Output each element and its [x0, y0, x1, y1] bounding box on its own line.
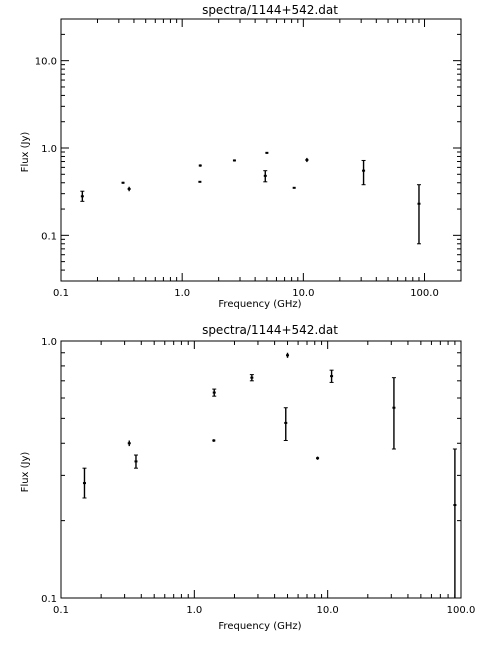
- bottom-y-axis-label: Flux (Jy): [20, 452, 31, 493]
- top-data-point: [417, 202, 421, 205]
- top-x-tick-label: 100.0: [410, 288, 439, 299]
- top-y-tick-label: 1.0: [41, 144, 57, 155]
- bottom-data-point: [82, 482, 86, 485]
- bottom-data-point: [453, 504, 457, 507]
- bottom-x-tick-label: 0.1: [53, 605, 69, 616]
- top-data-point: [292, 186, 296, 189]
- bottom-data-point: [286, 354, 290, 357]
- top-data-point: [198, 180, 202, 183]
- top-y-tick-label: 10.0: [35, 57, 57, 68]
- top-data-point: [265, 151, 269, 154]
- top-panel: spectra/1144+542.dat Frequency (GHz) Flu…: [20, 3, 462, 310]
- top-y-tick-label: 0.1: [41, 231, 57, 242]
- bottom-data-point: [284, 421, 288, 424]
- bottom-data-point: [134, 460, 138, 463]
- top-x-tick-label: 0.1: [53, 288, 69, 299]
- bottom-data-point: [250, 376, 254, 379]
- top-plot-title: spectra/1144+542.dat: [202, 3, 338, 17]
- bottom-data-point: [212, 439, 216, 442]
- bottom-data-point: [316, 457, 320, 460]
- top-x-tick-label: 10.0: [292, 288, 314, 299]
- top-y-axis-label: Flux (Jy): [20, 132, 31, 173]
- top-data-point: [263, 174, 267, 177]
- top-data-point: [198, 164, 202, 167]
- top-x-tick-label: 1.0: [174, 288, 190, 299]
- bottom-data-point: [392, 406, 396, 409]
- bottom-data-point: [212, 391, 216, 394]
- bottom-x-axis-label: Frequency (GHz): [218, 621, 301, 632]
- top-data-point: [121, 181, 125, 184]
- top-data-point: [80, 195, 84, 198]
- bottom-x-tick-label: 100.0: [447, 605, 476, 616]
- bottom-plot-frame: [60, 340, 462, 599]
- top-data-point: [362, 169, 366, 172]
- bottom-plot-title: spectra/1144+542.dat: [202, 323, 338, 337]
- bottom-panel: spectra/1144+542.dat Frequency (GHz) Flu…: [20, 323, 475, 632]
- top-plot-frame: [60, 18, 462, 282]
- bottom-x-tick-label: 10.0: [317, 605, 339, 616]
- top-x-axis-label: Frequency (GHz): [218, 299, 301, 310]
- bottom-y-tick-label: 1.0: [41, 337, 57, 348]
- bottom-data-point: [127, 442, 131, 445]
- top-data-point: [127, 187, 131, 190]
- top-data-point: [232, 159, 236, 162]
- bottom-y-tick-label: 0.1: [41, 594, 57, 605]
- top-data-point: [305, 158, 309, 161]
- bottom-data-point: [330, 375, 334, 378]
- bottom-x-tick-label: 1.0: [186, 605, 202, 616]
